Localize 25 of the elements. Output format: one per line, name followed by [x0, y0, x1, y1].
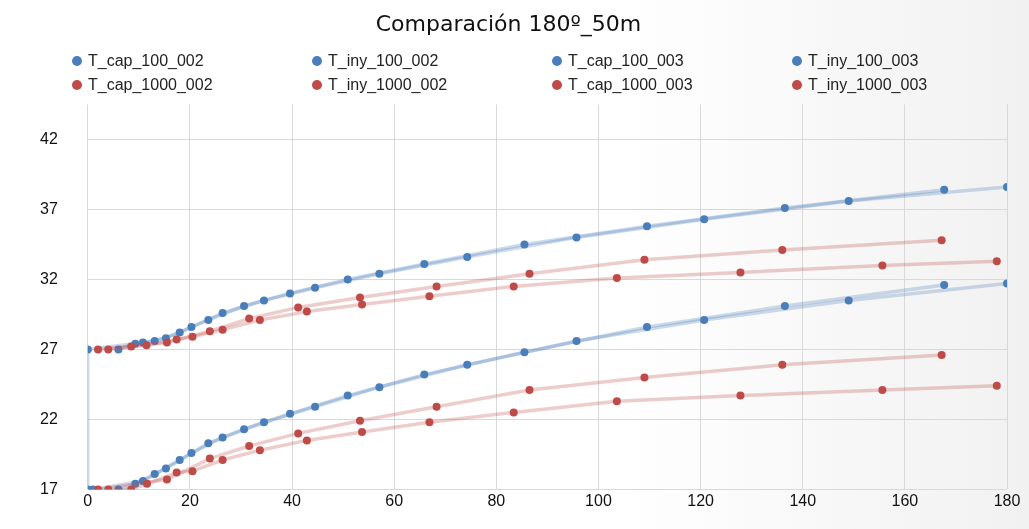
legend-label: T_iny_100_003	[808, 52, 919, 70]
x-tick-label: 60	[385, 492, 404, 510]
chart-title: Comparación 180º_50m	[375, 10, 642, 37]
legend-label: T_cap_1000_003	[568, 76, 693, 94]
x-tick-label: 80	[487, 492, 506, 510]
x-tick-label: 40	[283, 492, 302, 510]
y-tick-label: 22	[40, 409, 58, 427]
legend-label: T_iny_1000_003	[808, 76, 928, 94]
legend-label: T_iny_1000_002	[328, 76, 448, 94]
legend-label: T_iny_100_002	[328, 52, 439, 70]
y-tick-label: 27	[40, 339, 58, 357]
y-tick-label: 32	[40, 269, 58, 287]
x-tick-label: 160	[891, 492, 919, 510]
legend-label: T_cap_1000_002	[88, 76, 213, 94]
y-tick-label: 37	[40, 199, 58, 217]
x-tick-label: 0	[83, 492, 93, 510]
x-tick-label: 180	[993, 492, 1021, 510]
y-tick-label: 42	[40, 129, 58, 147]
x-tick-label: 20	[181, 492, 199, 510]
legend-label: T_cap_100_003	[568, 52, 684, 70]
legend-label: T_cap_100_002	[88, 52, 204, 70]
y-tick-label: 17	[40, 479, 58, 497]
x-tick-label: 140	[789, 492, 817, 510]
x-tick-label: 120	[687, 492, 715, 510]
x-tick-label: 100	[585, 492, 612, 510]
